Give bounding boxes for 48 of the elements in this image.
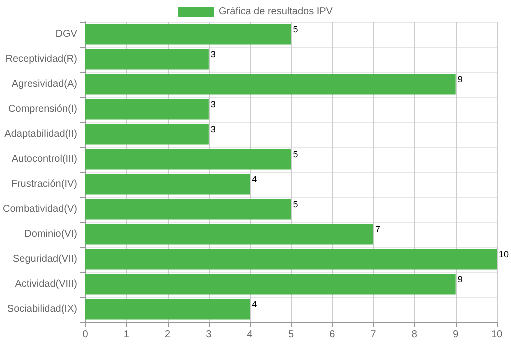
data-label: 4 [252, 300, 258, 310]
x-tick-label: 2 [164, 330, 171, 340]
bar [85, 199, 292, 220]
data-label: 5 [293, 150, 298, 160]
y-tick-label: DGV [56, 29, 78, 40]
x-tick-label: 6 [330, 330, 336, 340]
x-tick-label: 5 [288, 330, 294, 340]
data-label: 10 [499, 250, 510, 260]
x-tick-label: 10 [491, 330, 503, 340]
y-tick-label: Combatividad(V) [2, 204, 78, 215]
y-tick-label: Actividad(VIII) [15, 279, 78, 290]
y-tick-label: Dominio(VI) [24, 229, 78, 240]
x-tick-label: 9 [453, 330, 460, 340]
bar [85, 299, 250, 320]
x-tick-label: 1 [124, 330, 130, 340]
bar [85, 224, 374, 245]
x-tick-label: 0 [82, 330, 89, 340]
bar [85, 24, 292, 45]
x-tick-label: 7 [370, 330, 377, 340]
data-label: 3 [210, 124, 216, 134]
data-label: 9 [458, 274, 463, 284]
y-tick-label: Sociabilidad(IX) [7, 304, 78, 315]
data-label: 5 [293, 200, 298, 210]
y-tick-label: Comprensión(I) [8, 104, 78, 115]
data-label: 3 [210, 50, 216, 60]
data-label: 3 [210, 100, 216, 110]
bar [85, 249, 497, 270]
bar [85, 49, 209, 70]
y-tick-label: Agresividad(A) [12, 79, 78, 90]
y-tick-label: Autocontrol(III) [12, 154, 78, 165]
y-tick-label: Frustración(IV) [11, 179, 78, 190]
bar [85, 124, 209, 145]
x-tick-label: 3 [206, 330, 212, 340]
x-tick-label: 8 [412, 330, 418, 340]
y-tick-label: Receptividad(R) [6, 54, 78, 65]
legend-label: Gráfica de resultados IPV [219, 6, 334, 18]
bar [85, 74, 456, 95]
bar [85, 149, 292, 170]
data-label: 4 [252, 174, 258, 184]
data-label: 9 [458, 74, 463, 84]
x-tick-label: 4 [247, 330, 254, 340]
data-label: 7 [376, 224, 381, 234]
y-tick-label: Adaptabilidad(II) [4, 129, 78, 140]
y-tick-label: Seguridad(VII) [12, 254, 78, 265]
bar [85, 174, 250, 195]
bar [85, 99, 209, 120]
data-label: 5 [293, 24, 298, 34]
bar [85, 274, 456, 295]
